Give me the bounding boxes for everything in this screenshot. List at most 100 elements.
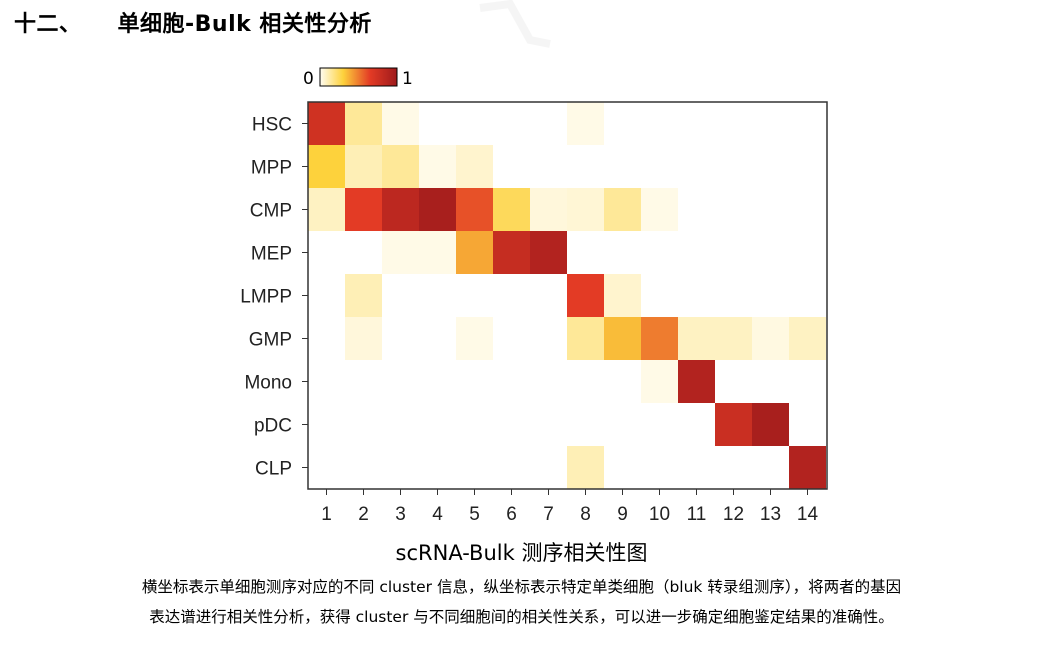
heatmap-cell-HSC-4	[419, 102, 456, 145]
heatmap-cell-HSC-2	[345, 102, 382, 145]
heatmap-cell-MEP-11	[678, 231, 715, 274]
heatmap-cell-GMP-9	[604, 317, 641, 360]
heatmap-cell-CMP-12	[715, 188, 752, 231]
heatmap-cell-CMP-7	[530, 188, 567, 231]
heatmap-cell-MEP-7	[530, 231, 567, 274]
x-axis-title: scRNA-Bulk 测序相关性图	[395, 541, 648, 565]
heatmap-cell-Mono-14	[789, 360, 826, 403]
y-tick-label: CMP	[250, 201, 292, 222]
heatmap-cell-MEP-3	[382, 231, 419, 274]
heatmap-cell-CLP-6	[493, 446, 530, 489]
heatmap-cell-HSC-11	[678, 102, 715, 145]
watermark-logo	[479, 0, 551, 48]
y-tick-label: GMP	[249, 330, 292, 351]
heatmap-cell-CMP-3	[382, 188, 419, 231]
heatmap-cell-MPP-12	[715, 145, 752, 188]
heatmap-cell-pDC-2	[345, 403, 382, 446]
heatmap-cell-HSC-13	[752, 102, 789, 145]
heatmap-cell-CMP-4	[419, 188, 456, 231]
section-title: 单细胞-Bulk 相关性分析	[117, 12, 372, 37]
heatmap-cell-MEP-9	[604, 231, 641, 274]
heatmap-cell-CLP-5	[456, 446, 493, 489]
x-tick-label: 7	[543, 504, 554, 525]
heatmap-cell-CLP-7	[530, 446, 567, 489]
colorbar-min-label: 0	[303, 69, 314, 89]
heatmap-cell-CLP-12	[715, 446, 752, 489]
x-tick-label: 11	[687, 504, 707, 525]
heatmap-cell-CMP-9	[604, 188, 641, 231]
heatmap-cell-LMPP-4	[419, 274, 456, 317]
heatmap-cell-CLP-8	[567, 446, 604, 489]
x-tick-label: 12	[723, 504, 744, 525]
heatmap-cell-CLP-4	[419, 446, 456, 489]
heatmap-cell-HSC-7	[530, 102, 567, 145]
heatmap-cell-CMP-6	[493, 188, 530, 231]
heatmap-cell-LMPP-14	[789, 274, 826, 317]
heatmap-cell-LMPP-6	[493, 274, 530, 317]
heatmap-cell-LMPP-9	[604, 274, 641, 317]
heatmap-cell-GMP-13	[752, 317, 789, 360]
heatmap-cell-MEP-14	[789, 231, 826, 274]
heatmap-cell-GMP-2	[345, 317, 382, 360]
heatmap-cell-CMP-5	[456, 188, 493, 231]
heatmap-cell-pDC-3	[382, 403, 419, 446]
heatmap-cell-LMPP-3	[382, 274, 419, 317]
heatmap-cell-HSC-9	[604, 102, 641, 145]
heatmap-cell-CLP-14	[789, 446, 826, 489]
heatmap-cell-MEP-8	[567, 231, 604, 274]
heatmap-cell-CMP-14	[789, 188, 826, 231]
heatmap-cell-MEP-4	[419, 231, 456, 274]
heatmap-cell-CLP-11	[678, 446, 715, 489]
heatmap-cell-CMP-1	[308, 188, 345, 231]
heatmap-cell-pDC-13	[752, 403, 789, 446]
heatmap-cell-LMPP-5	[456, 274, 493, 317]
x-tick-label: 6	[506, 504, 517, 525]
x-tick-label: 14	[797, 504, 819, 525]
heatmap-cell-MPP-3	[382, 145, 419, 188]
heatmap-cell-GMP-10	[641, 317, 678, 360]
y-tick-label: HSC	[252, 115, 292, 136]
heatmap-cell-MEP-13	[752, 231, 789, 274]
heatmap-cell-CMP-2	[345, 188, 382, 231]
y-tick-label: MEP	[251, 244, 292, 265]
heatmap-cell-HSC-3	[382, 102, 419, 145]
heatmap-cell-Mono-1	[308, 360, 345, 403]
y-tick-label: LMPP	[240, 287, 292, 308]
heatmap-cell-pDC-1	[308, 403, 345, 446]
heatmap-cell-pDC-12	[715, 403, 752, 446]
heatmap-cell-MEP-1	[308, 231, 345, 274]
heatmap-cell-LMPP-13	[752, 274, 789, 317]
heatmap-cell-LMPP-1	[308, 274, 345, 317]
heatmap-cell-CMP-11	[678, 188, 715, 231]
heatmap-cell-CLP-3	[382, 446, 419, 489]
heatmap-cell-CLP-1	[308, 446, 345, 489]
heatmap-cell-HSC-8	[567, 102, 604, 145]
x-tick-label: 1	[321, 504, 332, 525]
heatmap-cell-GMP-4	[419, 317, 456, 360]
y-tick-label: pDC	[254, 416, 292, 437]
heatmap-cell-LMPP-11	[678, 274, 715, 317]
heatmap-cell-CMP-8	[567, 188, 604, 231]
colorbar-max-label: 1	[402, 69, 413, 89]
heatmap-cell-Mono-6	[493, 360, 530, 403]
heatmap-cell-GMP-6	[493, 317, 530, 360]
x-tick-label: 3	[395, 504, 406, 525]
heatmap-cell-MEP-2	[345, 231, 382, 274]
heatmap-cell-MPP-11	[678, 145, 715, 188]
heatmap-cell-MEP-10	[641, 231, 678, 274]
caption-line-1: 横坐标表示单细胞测序对应的不同 cluster 信息，纵坐标表示特定单类细胞（b…	[141, 578, 902, 596]
heatmap-cell-CMP-10	[641, 188, 678, 231]
heatmap-cell-GMP-12	[715, 317, 752, 360]
heatmap-cell-Mono-7	[530, 360, 567, 403]
heatmap-cell-pDC-4	[419, 403, 456, 446]
heatmap-cell-CMP-13	[752, 188, 789, 231]
heatmap-cell-Mono-4	[419, 360, 456, 403]
heatmap-cell-HSC-6	[493, 102, 530, 145]
heatmap-cell-MPP-13	[752, 145, 789, 188]
heatmap-cell-Mono-9	[604, 360, 641, 403]
heatmap-cell-MPP-8	[567, 145, 604, 188]
heatmap-cell-GMP-5	[456, 317, 493, 360]
heatmap-cell-MPP-5	[456, 145, 493, 188]
x-tick-label: 9	[617, 504, 628, 525]
heatmap-cell-pDC-8	[567, 403, 604, 446]
